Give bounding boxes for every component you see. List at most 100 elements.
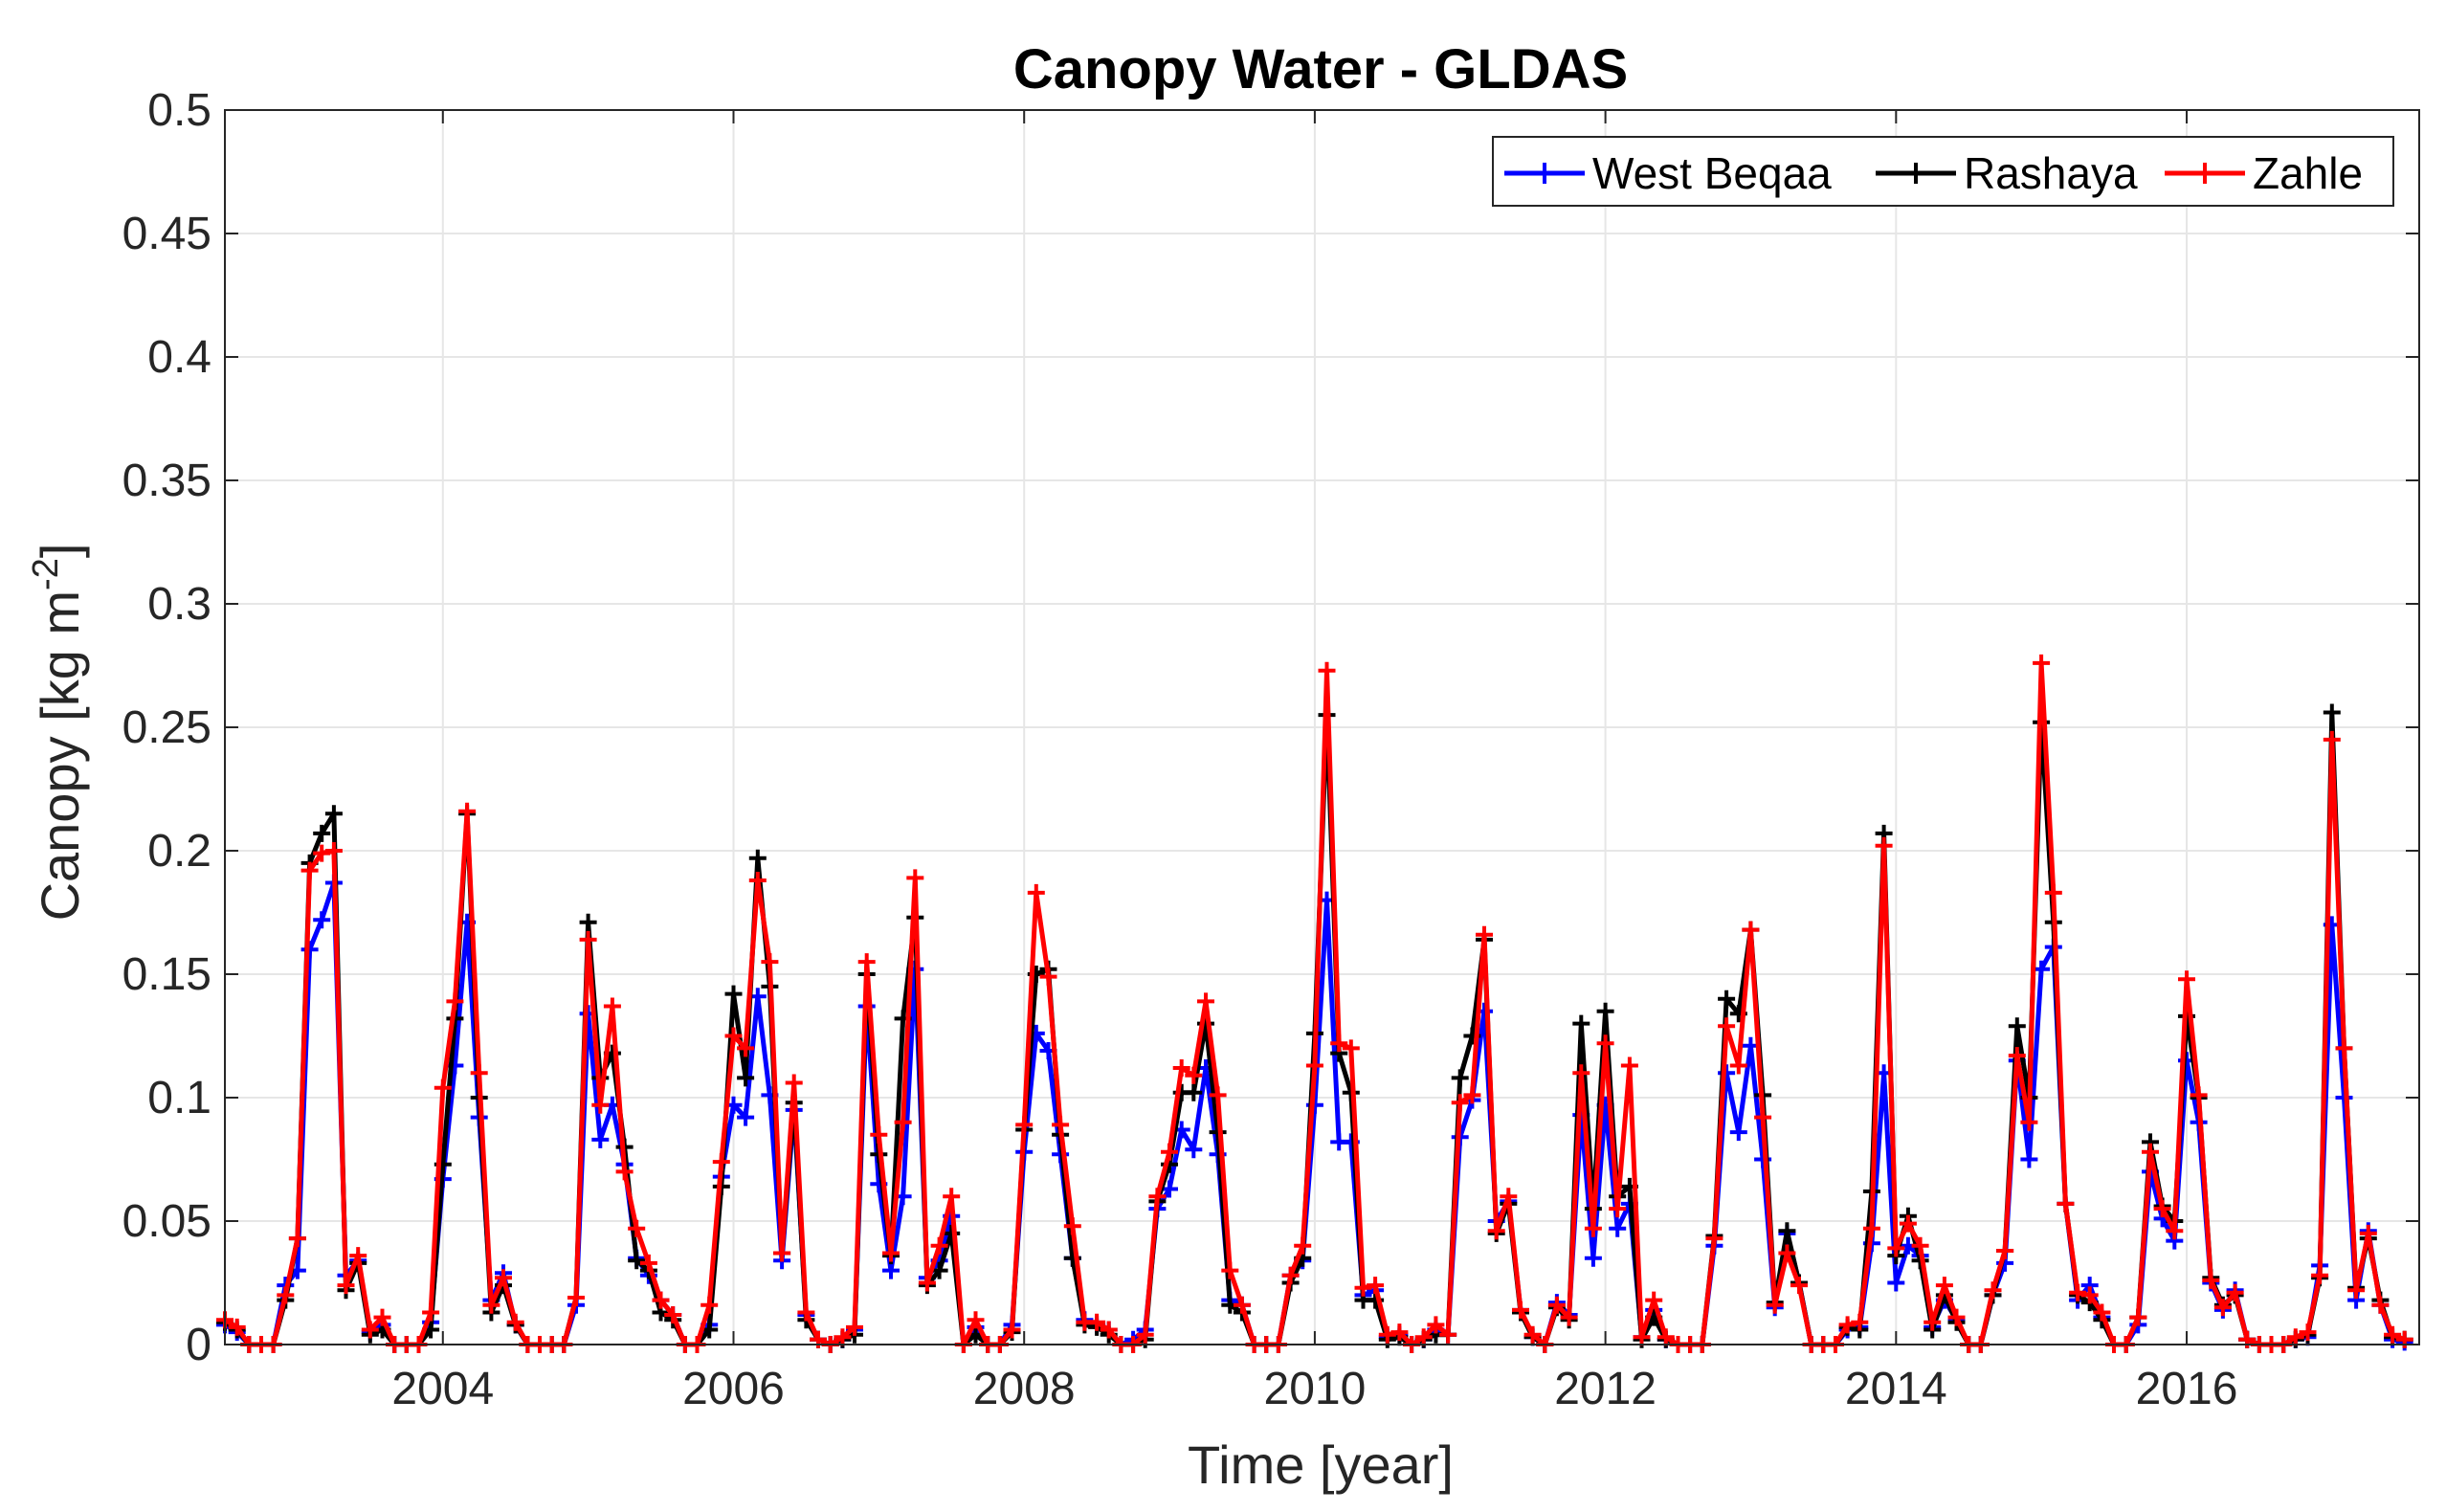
data-point-zahle xyxy=(1197,992,1214,1011)
data-point-rashaya xyxy=(724,985,743,1003)
data-point-zahle xyxy=(2069,1283,2087,1301)
data-point-zahle xyxy=(495,1269,512,1287)
series-markers-zahle xyxy=(216,654,2413,1353)
data-point-zahle xyxy=(2178,970,2195,989)
y-tick-label: 0.3 xyxy=(147,579,211,630)
data-point-zahle xyxy=(1015,1116,1034,1134)
data-point-zahle xyxy=(1766,1296,1784,1314)
tick-labels: 0 0.05 0.1 0.15 0.2 0.25 0.3 0.35 0.4 0.45 0.5 2004… xyxy=(122,85,2238,1414)
y-axis-label-superscript: -2 xyxy=(26,558,66,590)
data-point-west-beqaa xyxy=(1584,1249,1602,1267)
data-point-zahle xyxy=(1003,1321,1021,1339)
data-point-zahle xyxy=(373,1308,391,1326)
data-point-zahle xyxy=(2226,1283,2244,1301)
data-point-zahle xyxy=(1305,1056,1323,1075)
data-point-zahle xyxy=(797,1303,815,1322)
data-point-zahle xyxy=(906,869,924,887)
data-point-zahle xyxy=(1899,1214,1917,1233)
data-point-zahle xyxy=(773,1244,791,1262)
data-point-rashaya xyxy=(1451,1069,1469,1087)
data-point-rashaya xyxy=(748,849,767,867)
data-point-zahle xyxy=(1718,1017,1736,1035)
data-point-zahle xyxy=(2190,1086,2208,1104)
x-tick-label: 2008 xyxy=(973,1364,1076,1414)
y-tick-label: 0.5 xyxy=(147,85,211,136)
y-tick-label: 0.4 xyxy=(147,332,211,383)
data-point-zahle xyxy=(639,1254,657,1272)
data-point-rashaya xyxy=(1596,1002,1614,1020)
data-point-zahle xyxy=(1354,1279,1372,1297)
data-point-zahle xyxy=(2311,1266,2329,1284)
data-point-zahle xyxy=(967,1311,985,1329)
data-point-zahle xyxy=(1923,1313,1942,1331)
data-point-rashaya xyxy=(313,824,331,842)
data-point-west-beqaa xyxy=(1887,1274,1905,1292)
data-point-zahle xyxy=(918,1274,936,1292)
data-point-zahle xyxy=(1996,1242,2014,1259)
axes xyxy=(224,109,2420,1345)
data-point-zahle xyxy=(1281,1266,1300,1284)
legend-item-west-beqaa: West Beqaa xyxy=(1504,148,1832,198)
data-point-zahle xyxy=(2371,1296,2390,1314)
data-point-zahle xyxy=(2359,1224,2377,1242)
data-point-zahle xyxy=(882,1244,900,1262)
data-point-zahle xyxy=(1911,1236,1929,1255)
y-axis-label: Canopy [kg m-2] xyxy=(26,544,90,922)
data-point-zahle xyxy=(1088,1313,1106,1331)
data-point-rashaya xyxy=(579,913,597,931)
data-point-zahle xyxy=(1221,1261,1239,1279)
data-point-zahle xyxy=(1136,1325,1154,1344)
data-point-zahle xyxy=(1330,1034,1348,1053)
data-point-zahle xyxy=(1790,1277,1808,1295)
data-point-zahle xyxy=(1367,1277,1385,1295)
data-point-zahle xyxy=(579,930,597,948)
data-point-zahle xyxy=(1390,1323,1409,1342)
data-point-zahle xyxy=(1342,1039,1360,1057)
data-point-zahle xyxy=(2335,1039,2353,1057)
data-point-zahle xyxy=(446,992,464,1011)
data-point-zahle xyxy=(1512,1301,1529,1319)
data-point-zahle xyxy=(1572,1064,1590,1082)
data-point-zahle xyxy=(1742,921,1760,939)
data-point-zahle xyxy=(1476,925,1493,944)
legend-label-rashaya: Rashaya xyxy=(1964,148,2138,198)
data-point-rashaya xyxy=(628,1252,646,1270)
data-point-west-beqaa xyxy=(1609,1219,1627,1237)
data-point-west-beqaa xyxy=(313,911,331,929)
legend-marker-zahle xyxy=(2194,163,2215,184)
y-axis-label-main: Canopy [kg m xyxy=(30,590,90,922)
data-point-zahle xyxy=(1100,1321,1118,1339)
data-point-zahle xyxy=(1063,1217,1081,1235)
data-point-west-beqaa xyxy=(591,1130,610,1148)
data-point-zahle xyxy=(2286,1328,2304,1346)
data-point-zahle xyxy=(737,1039,755,1057)
y-tick-label: 0.15 xyxy=(122,949,211,1000)
y-tick-label: 0.05 xyxy=(122,1196,211,1247)
data-point-zahle xyxy=(846,1318,863,1336)
data-point-rashaya xyxy=(1778,1222,1796,1240)
data-point-zahle xyxy=(482,1296,500,1314)
data-point-zahle xyxy=(228,1318,246,1336)
data-point-zahle xyxy=(628,1219,646,1237)
data-point-zahle xyxy=(324,842,343,859)
data-point-zahle xyxy=(1052,1116,1070,1134)
data-point-rashaya xyxy=(737,1069,755,1087)
legend-marker-rashaya xyxy=(1905,163,1926,184)
data-point-zahle xyxy=(2347,1281,2366,1300)
data-point-zahle xyxy=(894,1113,912,1131)
data-point-zahle xyxy=(1887,1239,1905,1257)
legend-label-west-beqaa: West Beqaa xyxy=(1592,148,1832,198)
data-point-zahle xyxy=(277,1286,295,1304)
data-point-zahle xyxy=(2202,1271,2220,1289)
data-point-zahle xyxy=(1427,1316,1445,1334)
data-point-zahle xyxy=(2166,1222,2184,1240)
data-point-zahle xyxy=(1633,1328,1651,1346)
data-point-rashaya xyxy=(324,805,343,823)
data-point-zahle xyxy=(1984,1281,2002,1300)
data-point-zahle xyxy=(1451,1094,1469,1112)
data-point-zahle xyxy=(2129,1308,2147,1326)
data-point-zahle xyxy=(2299,1323,2317,1342)
data-point-zahle xyxy=(2057,1194,2075,1212)
data-point-zahle xyxy=(506,1313,524,1331)
data-point-zahle xyxy=(2020,1113,2038,1131)
